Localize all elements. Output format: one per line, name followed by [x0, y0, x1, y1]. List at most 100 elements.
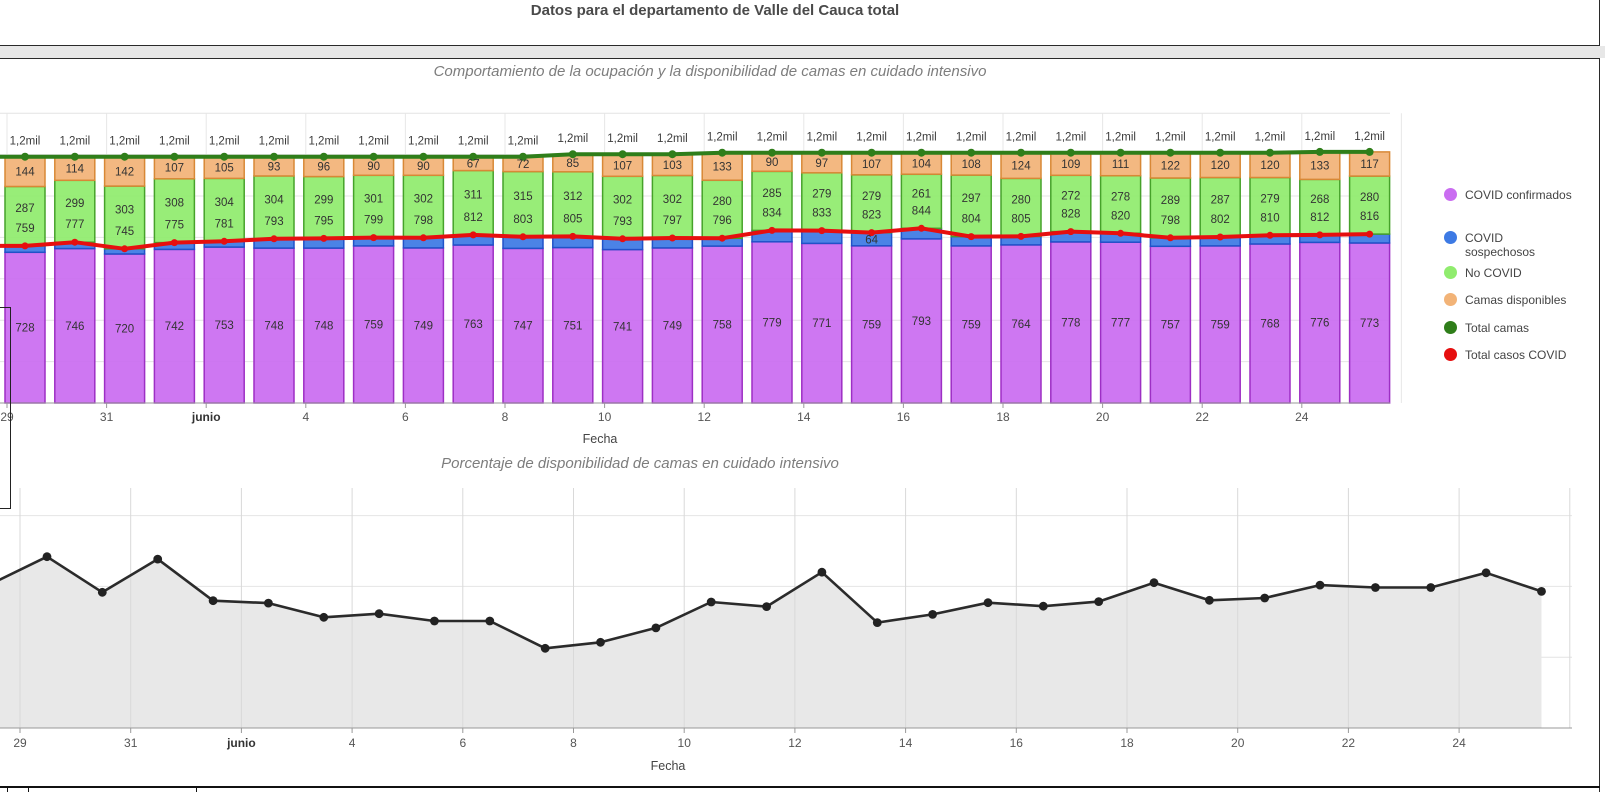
bar-no-covid[interactable] — [54, 179, 96, 243]
legend-item-total-casos-covid[interactable]: Total casos COVID — [1444, 348, 1576, 362]
occupancy-stacked-bar-chart[interactable]: 1,2mil1442877597281,2mil1142997777461,2m… — [0, 58, 1605, 448]
bar-covid-confirmados[interactable] — [701, 245, 743, 404]
bar-covid-confirmados[interactable] — [303, 247, 345, 404]
bar-no-covid[interactable] — [601, 175, 644, 240]
data-point[interactable] — [264, 598, 273, 608]
bar-no-covid[interactable] — [502, 170, 544, 238]
legend-item-no-covid[interactable]: No COVID — [1444, 266, 1576, 280]
bar-covid-confirmados[interactable] — [552, 246, 594, 404]
legend-item-covid-confirmados[interactable]: COVID confirmados — [1444, 188, 1576, 202]
data-point[interactable] — [872, 618, 882, 627]
no-covid-label: 312 — [563, 191, 582, 203]
bar-covid-confirmados[interactable] — [751, 240, 793, 404]
bar-no-covid[interactable] — [1348, 175, 1391, 235]
availability-line[interactable] — [0, 552, 1546, 653]
bar-covid-confirmados[interactable] — [1299, 241, 1341, 404]
bar-no-covid[interactable] — [153, 178, 196, 244]
bar-no-covid[interactable] — [900, 173, 943, 230]
bar-covid-confirmados[interactable] — [601, 248, 644, 404]
data-point[interactable] — [983, 598, 993, 608]
bar-covid-confirmados[interactable] — [352, 245, 395, 404]
bar-covid-confirmados[interactable] — [801, 242, 843, 404]
data-point[interactable] — [153, 554, 163, 564]
bar-no-covid[interactable] — [452, 169, 494, 236]
bar-camas-disponibles[interactable] — [4, 155, 46, 188]
data-point[interactable] — [1537, 587, 1546, 596]
data-point[interactable] — [485, 616, 495, 626]
bar-no-covid[interactable] — [801, 172, 843, 232]
data-point[interactable] — [319, 612, 329, 622]
total-casos-covid-line[interactable] — [0, 224, 1374, 253]
data-point[interactable] — [374, 609, 384, 619]
bar-no-covid[interactable] — [651, 174, 694, 239]
data-point[interactable] — [97, 587, 107, 597]
bar-covid-confirmados[interactable] — [1348, 242, 1391, 404]
data-point[interactable] — [1038, 601, 1048, 611]
bar-no-covid[interactable] — [1149, 177, 1192, 239]
bar-camas-disponibles[interactable] — [1249, 151, 1291, 179]
bar-covid-confirmados[interactable] — [850, 245, 893, 404]
bar-no-covid[interactable] — [850, 174, 893, 234]
bar-no-covid[interactable] — [4, 185, 46, 247]
bar-no-covid[interactable] — [701, 179, 743, 240]
data-point[interactable] — [596, 637, 605, 647]
data-point[interactable] — [1371, 583, 1380, 592]
total-casos-label: 796 — [713, 215, 732, 227]
data-point[interactable] — [651, 623, 661, 633]
bar-covid-confirmados[interactable] — [1149, 245, 1192, 404]
bar-no-covid[interactable] — [203, 177, 245, 243]
bar-camas-disponibles[interactable] — [1348, 151, 1391, 177]
bar-covid-confirmados[interactable] — [1099, 241, 1142, 404]
data-point[interactable] — [706, 597, 716, 607]
data-point[interactable] — [928, 610, 937, 619]
data-point[interactable] — [817, 567, 827, 577]
bar-covid-confirmados[interactable] — [452, 244, 494, 404]
bar-no-covid[interactable] — [1299, 178, 1341, 236]
data-point[interactable] — [430, 616, 439, 626]
data-point[interactable] — [540, 643, 550, 653]
bar-no-covid[interactable] — [103, 185, 146, 250]
camas-disponibles-label: 122 — [1161, 160, 1180, 172]
data-point[interactable] — [762, 602, 771, 611]
bar-no-covid[interactable] — [751, 170, 793, 232]
data-point[interactable] — [1481, 568, 1491, 578]
bar-no-covid[interactable] — [303, 175, 345, 240]
bar-camas-disponibles[interactable] — [103, 155, 146, 187]
data-point[interactable] — [1094, 597, 1104, 606]
total-camas-line[interactable] — [0, 147, 1374, 161]
bar-no-covid[interactable] — [1199, 176, 1241, 238]
bar-camas-disponibles[interactable] — [1149, 151, 1192, 179]
bar-no-covid[interactable] — [552, 171, 594, 238]
legend-item-covid-sospechosos[interactable]: COVID sospechosos — [1444, 231, 1576, 259]
covid-confirmados-label: 753 — [215, 320, 234, 332]
legend-item-camas-disponibles[interactable]: Camas disponibles — [1444, 293, 1576, 307]
bar-no-covid[interactable] — [1000, 177, 1042, 238]
bar-covid-confirmados[interactable] — [103, 253, 146, 404]
total-camas-label: 1,2mil — [1354, 131, 1385, 143]
data-point[interactable] — [1260, 593, 1270, 603]
data-point[interactable] — [1315, 580, 1325, 590]
legend-item-total-camas[interactable]: Total camas — [1444, 321, 1576, 335]
bar-no-covid[interactable] — [1099, 174, 1142, 234]
availability-percent-line-chart[interactable]: 29 31 junio 4 6 8 10 12 14 16 18 20 22 24 Fecha — [0, 448, 1605, 792]
bar-covid-confirmados[interactable] — [950, 245, 992, 404]
stacked-bars[interactable] — [4, 151, 1391, 404]
bar-covid-confirmados[interactable] — [203, 246, 245, 404]
data-point[interactable] — [1205, 595, 1214, 605]
bar-covid-confirmados[interactable] — [253, 247, 295, 404]
data-point[interactable] — [42, 552, 52, 562]
bar-no-covid[interactable] — [253, 175, 295, 240]
bar-no-covid[interactable] — [950, 174, 992, 238]
bar-camas-disponibles[interactable] — [1000, 151, 1042, 180]
data-point[interactable] — [1149, 578, 1159, 588]
total-casos-label: 828 — [1061, 209, 1080, 221]
bar-covid-confirmados[interactable] — [502, 247, 544, 404]
data-point[interactable] — [208, 596, 218, 606]
availability-area — [0, 556, 1542, 728]
bar-no-covid[interactable] — [1249, 176, 1291, 237]
data-point[interactable] — [1426, 583, 1436, 592]
bar-covid-confirmados[interactable] — [153, 248, 196, 404]
bar-no-covid[interactable] — [352, 174, 395, 239]
bar-no-covid[interactable] — [402, 174, 445, 239]
bar-no-covid[interactable] — [1050, 174, 1092, 233]
